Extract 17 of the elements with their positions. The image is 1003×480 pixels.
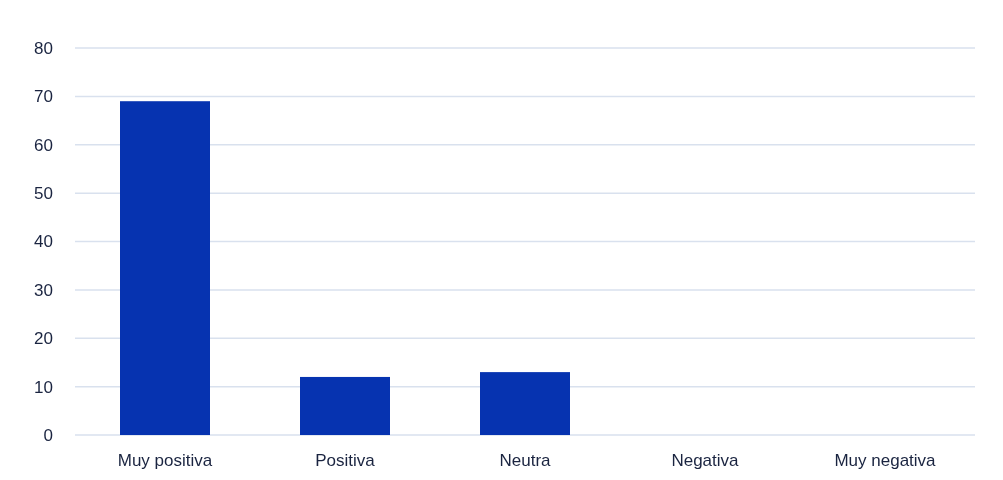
x-tick-label: Muy positiva: [117, 451, 213, 470]
y-tick-label: 40: [34, 232, 53, 252]
bar: [480, 372, 570, 435]
y-tick-label: 50: [34, 184, 53, 204]
x-tick-label: Muy negativa: [834, 451, 937, 470]
y-tick-label: 30: [34, 280, 53, 300]
x-tick-label: Neutra: [499, 451, 552, 470]
y-tick-label: 80: [34, 38, 53, 58]
y-tick-label: 10: [34, 377, 53, 397]
x-tick-label: Negativa: [671, 451, 740, 470]
x-tick-label: Positiva: [315, 451, 376, 470]
y-tick-label: 70: [34, 87, 53, 107]
bar: [300, 376, 390, 435]
y-tick-label: 20: [34, 329, 53, 349]
bar: [120, 101, 210, 435]
y-tick-label: 60: [34, 135, 53, 155]
y-tick-label: 0: [43, 425, 53, 445]
